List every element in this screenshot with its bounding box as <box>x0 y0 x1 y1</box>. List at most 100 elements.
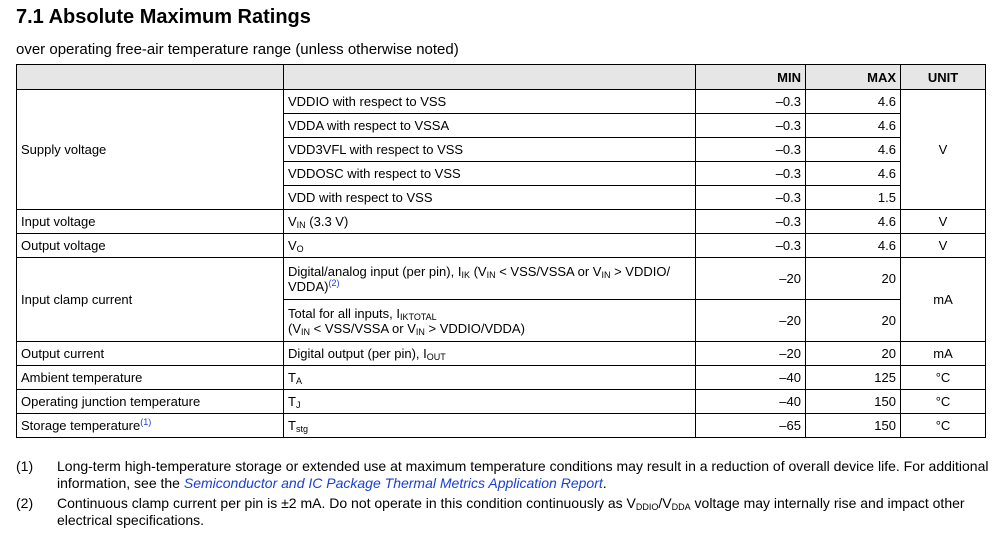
condition-cell: TJ <box>283 389 696 414</box>
footnote-marker: (1) <box>16 458 34 474</box>
table-row: Input clamp current Digital/analog input… <box>16 257 986 342</box>
table-row: Storage temperature(1) Tstg –65 150 °C <box>16 413 986 438</box>
param-supply-voltage: Supply voltage <box>16 89 284 210</box>
table-header-row: MIN MAX UNIT <box>16 64 986 90</box>
max-cell: 4.6 <box>805 113 901 138</box>
symbol: V <box>288 238 297 253</box>
unit-cell: mA <box>900 257 986 342</box>
footnote-text: /V <box>658 495 672 511</box>
subscript: OUT <box>426 352 446 362</box>
min-cell: –0.3 <box>695 89 806 114</box>
max-cell: 4.6 <box>805 137 901 162</box>
thermal-metrics-report-link[interactable]: Semiconductor and IC Package Thermal Met… <box>183 475 603 491</box>
min-cell: –0.3 <box>695 161 806 186</box>
footnote-text-end: . <box>602 475 607 491</box>
footnote-text: Continuous clamp current per pin is ±2 m… <box>57 495 636 511</box>
unit-cell: °C <box>900 389 986 414</box>
subscript: IN <box>415 326 425 337</box>
symbol: T <box>288 370 296 385</box>
symbol: T <box>288 418 296 433</box>
condition-cell: VDD with respect to VSS <box>283 185 696 210</box>
table-row: VDDA with respect to VSSA –0.3 4.6 <box>17 113 986 138</box>
param-output-voltage: Output voltage <box>16 233 284 258</box>
min-cell: –65 <box>695 413 806 438</box>
table-row: Operating junction temperature TJ –40 15… <box>16 389 986 414</box>
table-row: Supply voltage VDDIO with respect to VSS… <box>16 89 986 210</box>
table-row: VDD with respect to VSS –0.3 1.5 <box>17 185 986 210</box>
header-unit: UNIT <box>900 64 986 90</box>
subscript: IN <box>296 220 306 230</box>
subscript: DDIO <box>635 502 659 512</box>
max-cell: 150 <box>805 389 901 414</box>
table-row: VDDOSC with respect to VSS –0.3 4.6 <box>17 161 986 186</box>
min-cell: –20 <box>695 257 806 300</box>
subscript: IN <box>601 269 611 280</box>
table-row: Output current Digital output (per pin),… <box>16 341 986 366</box>
condition-text: < VSS/VSSA or V <box>310 320 416 336</box>
condition-text: > VDDIO/ VDDA) <box>288 263 671 294</box>
subscript: IKTOTAL <box>400 311 437 322</box>
footnote-ref-2-link[interactable]: (2) <box>328 277 340 288</box>
condition-cell: Digital/analog input (per pin), IIK (VIN… <box>283 257 696 300</box>
subscript: DDA <box>671 502 691 512</box>
min-cell: –0.3 <box>695 185 806 210</box>
param-junction-temperature: Operating junction temperature <box>16 389 284 414</box>
condition-cell: VO <box>283 233 696 258</box>
min-cell: –0.3 <box>695 209 806 234</box>
param-storage-temperature: Storage temperature(1) <box>16 413 284 438</box>
condition-cell: VDDOSC with respect to VSS <box>283 161 696 186</box>
max-cell: 4.6 <box>805 209 901 234</box>
min-cell: –40 <box>695 365 806 390</box>
condition-text: > VDDIO/VDDA) <box>424 320 525 336</box>
unit-cell: °C <box>900 365 986 390</box>
max-cell: 150 <box>805 413 901 438</box>
condition-text: (V <box>288 320 301 336</box>
subscript: stg <box>295 424 308 434</box>
param-label: Storage temperature <box>21 418 141 433</box>
unit-cell: V <box>900 233 986 258</box>
footnote-marker: (2) <box>16 495 34 511</box>
footnote-ref-1-link[interactable]: (1) <box>140 417 152 427</box>
min-cell: –20 <box>695 299 806 342</box>
condition-text: Digital/analog input (per pin), I <box>288 263 462 279</box>
condition-cell: TA <box>283 365 696 390</box>
condition-text: (V <box>469 263 487 279</box>
unit-cell: °C <box>900 413 986 438</box>
condition-text: < VSS/VSSA or V <box>495 263 602 279</box>
condition-cell: VDD3VFL with respect to VSS <box>283 137 696 162</box>
symbol: T <box>288 394 296 409</box>
header-max: MAX <box>805 64 901 90</box>
subscript: A <box>295 376 302 386</box>
max-cell: 1.5 <box>805 185 901 210</box>
max-cell: 125 <box>805 365 901 390</box>
section-title: 7.1 Absolute Maximum Ratings <box>16 6 311 28</box>
max-cell: 4.6 <box>805 161 901 186</box>
param-ambient-temperature: Ambient temperature <box>16 365 284 390</box>
subscript: IN <box>486 269 496 280</box>
unit-cell: mA <box>900 341 986 366</box>
header-min: MIN <box>695 64 806 90</box>
max-cell: 20 <box>805 299 901 342</box>
footnote-text: voltage may internally rise and impact o… <box>57 495 965 528</box>
table-row: VDD3VFL with respect to VSS –0.3 4.6 <box>17 137 986 162</box>
unit-cell: V <box>900 89 986 210</box>
condition-cell: Total for all inputs, IIKTOTAL (VIN < VSS… <box>283 299 696 342</box>
table-row: Output voltage VO –0.3 4.6 V <box>16 233 986 258</box>
param-input-clamp-current: Input clamp current <box>16 257 284 342</box>
footnote-text: Long-term high-temperature storage or ex… <box>57 458 989 491</box>
footnote-2: (2) Continuous clamp current per pin is … <box>16 495 991 529</box>
min-cell: –40 <box>695 389 806 414</box>
table-row: Input voltage VIN (3.3 V) –0.3 4.6 V <box>16 209 986 234</box>
condition-cell: Tstg <box>283 413 696 438</box>
subscript: IN <box>301 326 310 337</box>
ratings-table: MIN MAX UNIT Supply voltage VDDIO with r… <box>16 64 986 438</box>
min-cell: –20 <box>695 341 806 366</box>
footnotes: (1) Long-term high-temperature storage o… <box>16 458 991 532</box>
condition-cell: Digital output (per pin), IOUT <box>283 341 696 366</box>
condition-cell: VDDA with respect to VSSA <box>283 113 696 138</box>
condition-text: (3.3 V) <box>305 214 349 229</box>
min-cell: –0.3 <box>695 137 806 162</box>
max-cell: 4.6 <box>805 233 901 258</box>
max-cell: 20 <box>805 257 901 300</box>
footnote-1: (1) Long-term high-temperature storage o… <box>16 458 991 492</box>
